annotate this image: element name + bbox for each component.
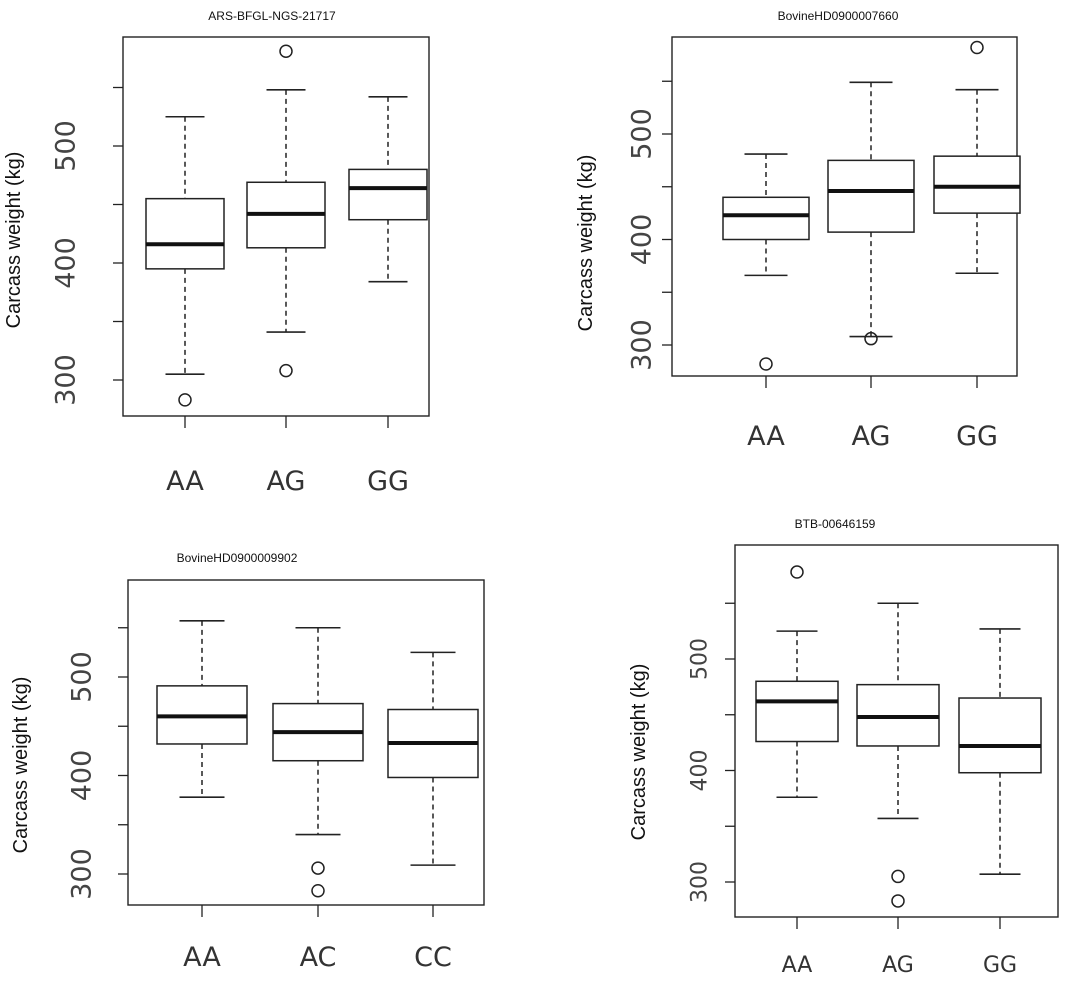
outlier-point bbox=[279, 44, 293, 58]
x-tick-label: GG bbox=[956, 421, 998, 452]
y-axis-label: Carcass weight (kg) bbox=[575, 155, 597, 332]
iqr-box bbox=[722, 196, 810, 241]
chart-title: BTB-00646159 bbox=[795, 517, 876, 531]
box-AA: AA bbox=[722, 153, 810, 452]
y-tick-label: 400 bbox=[67, 750, 98, 802]
x-tick-label: AA bbox=[166, 466, 204, 497]
box-AC: AC bbox=[272, 626, 364, 973]
y-tick-label: 300 bbox=[688, 861, 713, 903]
y-axis-label: Carcass weight (kg) bbox=[10, 677, 32, 854]
y-tick-label: 500 bbox=[688, 638, 713, 680]
x-tick-label: AG bbox=[852, 421, 891, 452]
outlier-point bbox=[311, 861, 325, 875]
y-axis-label: Carcass weight (kg) bbox=[628, 664, 650, 841]
iqr-box bbox=[933, 155, 1021, 214]
y-tick-label: 300 bbox=[67, 848, 98, 900]
box-AA: AA bbox=[156, 620, 248, 973]
y-tick-label: 300 bbox=[51, 354, 82, 406]
box-AG: AG bbox=[856, 602, 940, 978]
x-tick-label: AA bbox=[747, 421, 785, 452]
iqr-box bbox=[348, 168, 428, 221]
y-tick-label: 400 bbox=[51, 237, 82, 289]
iqr-box bbox=[958, 697, 1042, 774]
y-tick-label: 500 bbox=[51, 120, 82, 172]
x-tick-label: AG bbox=[267, 466, 306, 497]
plot-frame bbox=[122, 36, 430, 417]
plot-frame bbox=[127, 579, 485, 906]
y-tick-label: 500 bbox=[67, 651, 98, 703]
y-tick-label: 500 bbox=[627, 108, 658, 160]
chart-title: BovineHD0900009902 bbox=[177, 551, 298, 565]
iqr-box bbox=[145, 197, 225, 270]
x-tick-label: AC bbox=[300, 942, 337, 973]
chart-panel-1: ARS-BFGL-NGS-21717 Carcass weight (kg) 300… bbox=[3, 9, 430, 497]
y-axis-label: Carcass weight (kg) bbox=[3, 152, 25, 329]
x-tick-label: GG bbox=[983, 953, 1017, 978]
outlier-point bbox=[970, 40, 984, 55]
box-GG: GG bbox=[348, 96, 428, 497]
box-AG: AG bbox=[246, 44, 326, 497]
outlier-point bbox=[891, 869, 905, 884]
outlier-point bbox=[178, 393, 192, 407]
chart-panel-4: BTB-00646159 Carcass weight (kg) 300 400 500… bbox=[628, 517, 1059, 978]
outlier-point bbox=[311, 883, 325, 898]
plot-frame bbox=[734, 544, 1059, 918]
outlier-point bbox=[790, 565, 804, 579]
chart-title: ARS-BFGL-NGS-21717 bbox=[208, 9, 336, 23]
x-tick-label: GG bbox=[367, 466, 409, 497]
outlier-point bbox=[279, 363, 293, 378]
outlier-point bbox=[759, 357, 773, 371]
box-GG: GG bbox=[933, 40, 1021, 452]
box-GG: GG bbox=[958, 628, 1042, 978]
chart-panel-3: BovineHD0900009902 Carcass weight (kg) 300… bbox=[10, 551, 485, 973]
x-tick-label: AG bbox=[882, 953, 914, 978]
y-tick-label: 400 bbox=[688, 750, 713, 792]
iqr-box bbox=[755, 680, 839, 743]
box-AG: AG bbox=[827, 81, 915, 452]
y-tick-label: 400 bbox=[627, 214, 658, 266]
y-tick-label: 300 bbox=[627, 319, 658, 371]
outlier-point bbox=[864, 331, 878, 346]
box-AA: AA bbox=[755, 565, 839, 978]
x-tick-label: CC bbox=[414, 942, 452, 973]
chart-panel-2: BovineHD0900007660 Carcass weight (kg) 300… bbox=[575, 9, 1021, 452]
chart-title: BovineHD0900007660 bbox=[778, 9, 899, 23]
box-AA: AA bbox=[145, 115, 225, 497]
box-CC: CC bbox=[387, 651, 479, 973]
iqr-box bbox=[827, 159, 915, 233]
x-tick-label: AA bbox=[183, 942, 221, 973]
outlier-point bbox=[891, 894, 905, 908]
x-tick-label: AA bbox=[782, 953, 813, 978]
